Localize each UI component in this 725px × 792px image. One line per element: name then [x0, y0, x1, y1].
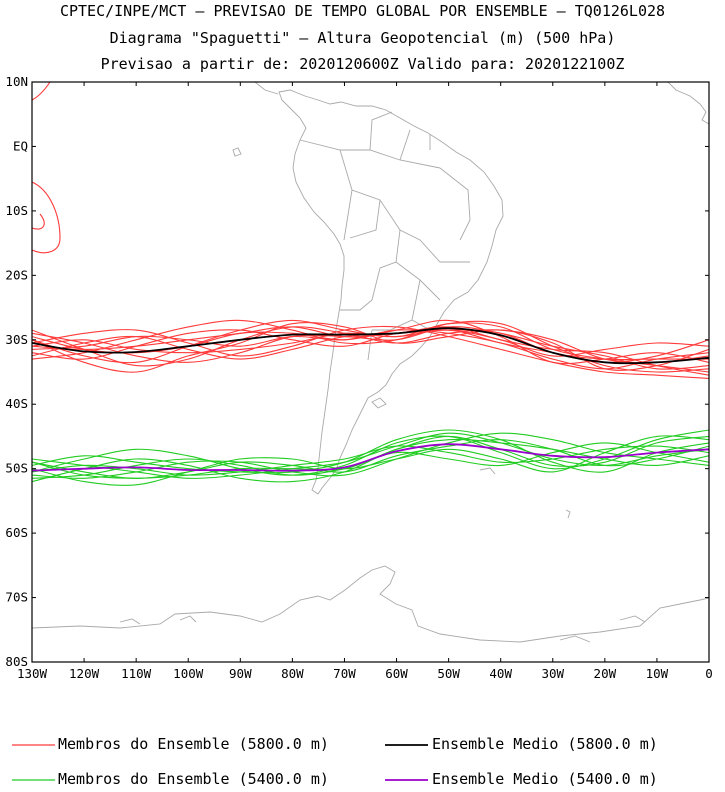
black-mean-line: [32, 327, 709, 365]
island-small: [565, 509, 571, 519]
x-tick-label: 120W: [69, 666, 100, 681]
legend-label-red-members: Membros do Ensemble (5800.0 m): [58, 735, 329, 753]
legend-label-black-mean: Ensemble Medio (5800.0 m): [432, 735, 658, 753]
x-tick-label: 70W: [333, 666, 356, 681]
y-tick-label: 60S: [5, 525, 28, 540]
y-tick-label: EQ: [13, 138, 28, 153]
x-tick-label: 30W: [541, 666, 564, 681]
island-south-georgia: [479, 467, 496, 475]
x-tick-label: 100W: [173, 666, 204, 681]
green-member-line-1: [32, 429, 709, 476]
x-tick-label: 80W: [281, 666, 304, 681]
island-galapagos: [232, 147, 242, 157]
x-tick-label: 130W: [17, 666, 48, 681]
x-tick-label: 50W: [437, 666, 460, 681]
green-member-line-4: [32, 432, 709, 479]
green-member-line-9: [32, 445, 709, 476]
island-falklands: [371, 397, 387, 409]
x-tick-label: 110W: [121, 666, 152, 681]
antarctic-islands: [119, 615, 646, 643]
legend-label-purple-mean: Ensemble Medio (5400.0 m): [432, 770, 658, 788]
purple-mean-line: [32, 443, 709, 472]
x-tick-label: 20W: [594, 666, 617, 681]
plot-frame: [31, 81, 710, 663]
legend-label-green-members: Membros do Ensemble (5400.0 m): [58, 770, 329, 788]
red-contour-fragment-1: [32, 82, 51, 101]
central-america-coast: [254, 82, 279, 95]
chart-title-line3: Previsao a partir de: 2020120600Z Valido…: [100, 55, 625, 73]
red-member-line-6: [32, 326, 709, 367]
antarctica-coastline: [32, 565, 709, 643]
y-tick-label: 10S: [5, 203, 28, 218]
x-tick-label: 0: [705, 666, 713, 681]
y-tick-label: 80S: [5, 654, 28, 669]
red-member-line-12: [32, 326, 709, 361]
coastline-map: [32, 82, 709, 643]
y-tick-label: 50S: [5, 461, 28, 476]
red-member-line-4: [32, 329, 709, 360]
y-tick-label: 30S: [5, 332, 28, 347]
red-contour-fragment-3: [32, 213, 45, 230]
y-tick-label: 40S: [5, 396, 28, 411]
green-member-line-7: [32, 429, 709, 474]
red-member-line-7: [32, 319, 709, 373]
green-member-line-5: [32, 435, 709, 486]
red-contour-fragment-2: [32, 181, 61, 254]
x-tick-label: 60W: [385, 666, 408, 681]
country-borders: [299, 111, 471, 361]
south-america-coastline: [278, 89, 504, 495]
y-tick-label: 70S: [5, 590, 28, 605]
chart-title-line1: CPTEC/INPE/MCT – PREVISAO DE TEMPO GLOBA…: [59, 2, 666, 20]
green-member-line-6: [32, 438, 709, 483]
y-tick-label: 10N: [5, 74, 28, 89]
africa-west-coast: [667, 82, 709, 125]
x-tick-label: 40W: [489, 666, 512, 681]
red-member-line-5: [32, 325, 709, 379]
x-tick-label: 10W: [646, 666, 669, 681]
y-tick-label: 20S: [5, 267, 28, 282]
green-member-line-8: [32, 432, 709, 479]
chart-title-line2: Diagrama "Spaguetti" – Altura Geopotenci…: [109, 29, 616, 47]
x-tick-label: 90W: [229, 666, 252, 681]
